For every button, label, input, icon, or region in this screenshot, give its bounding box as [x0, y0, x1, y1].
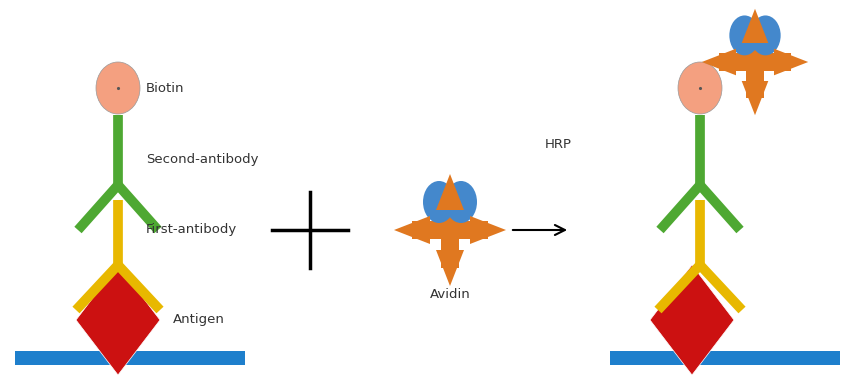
Bar	[412, 221, 488, 239]
Bar	[610, 351, 840, 365]
Polygon shape	[436, 174, 464, 210]
Text: Second-antibody: Second-antibody	[146, 153, 258, 166]
Polygon shape	[774, 49, 808, 75]
Ellipse shape	[445, 181, 477, 223]
Text: First-antibody: First-antibody	[146, 224, 237, 236]
Ellipse shape	[96, 62, 140, 114]
Ellipse shape	[729, 16, 760, 55]
Polygon shape	[742, 9, 768, 43]
Ellipse shape	[678, 62, 722, 114]
Polygon shape	[76, 265, 160, 375]
Ellipse shape	[751, 16, 780, 55]
Polygon shape	[742, 81, 768, 115]
Polygon shape	[470, 216, 506, 244]
Ellipse shape	[423, 181, 455, 223]
Bar	[15, 351, 245, 365]
Polygon shape	[650, 265, 734, 375]
Polygon shape	[394, 216, 430, 244]
Text: Avidin: Avidin	[430, 288, 470, 302]
Text: Biotin: Biotin	[146, 81, 184, 94]
Bar	[441, 192, 459, 268]
Polygon shape	[436, 250, 464, 286]
Polygon shape	[702, 49, 736, 75]
Text: HRP: HRP	[545, 138, 572, 152]
Bar	[746, 26, 763, 98]
Bar	[719, 53, 791, 70]
Text: Antigen: Antigen	[173, 313, 225, 326]
